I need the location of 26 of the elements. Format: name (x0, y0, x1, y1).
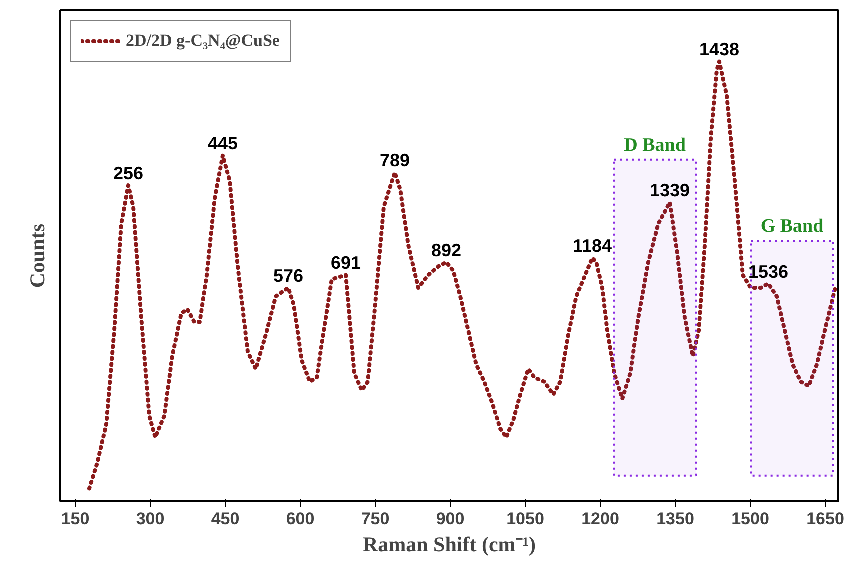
band-label: G Band (760, 216, 824, 238)
band-label: D Band (624, 134, 686, 156)
annotation: 1536 (748, 262, 789, 282)
x-tick-label: 1500 (732, 510, 770, 528)
x-tick-label: 300 (136, 510, 165, 528)
annotation: 892 (431, 240, 462, 260)
x-tick-label: 900 (436, 510, 465, 528)
x-axis-title: Raman Shift (cm⁻¹) (362, 532, 536, 556)
annotation: 789 (380, 150, 410, 171)
x-tick-label: 600 (286, 510, 315, 528)
annotation: 1339 (650, 180, 690, 201)
annotation: 1184 (572, 236, 612, 256)
legend-label: 2D/2D g-C₃N₄@CuSe (126, 31, 280, 51)
y-axis-title: Counts (26, 224, 50, 288)
x-tick-label: 1200 (582, 510, 620, 528)
x-tick-label: 1350 (656, 510, 694, 528)
x-tick-label: 450 (211, 510, 240, 528)
annotation: 445 (208, 134, 238, 154)
annotation: 576 (273, 266, 304, 286)
annotation: 691 (330, 253, 362, 274)
x-tick-label: 1050 (506, 510, 544, 528)
x-tick-label: 150 (61, 510, 90, 528)
x-tick-label: 750 (361, 510, 390, 528)
annotation: 1438 (699, 40, 740, 60)
annotation: 256 (113, 164, 144, 184)
x-tick-label: 1650 (806, 510, 844, 528)
